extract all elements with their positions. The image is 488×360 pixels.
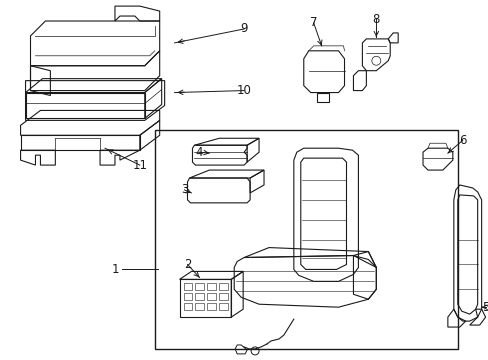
Text: 11: 11: [132, 159, 147, 172]
Text: 7: 7: [309, 17, 317, 30]
Text: 1: 1: [111, 263, 119, 276]
Text: 2: 2: [183, 258, 191, 271]
Text: 9: 9: [240, 22, 247, 35]
Text: 10: 10: [236, 84, 251, 97]
Text: 5: 5: [481, 301, 488, 314]
Text: 3: 3: [181, 184, 188, 197]
Bar: [154, 130, 457, 349]
Text: 4: 4: [195, 146, 203, 159]
Text: 6: 6: [458, 134, 466, 147]
Text: 8: 8: [372, 13, 379, 26]
